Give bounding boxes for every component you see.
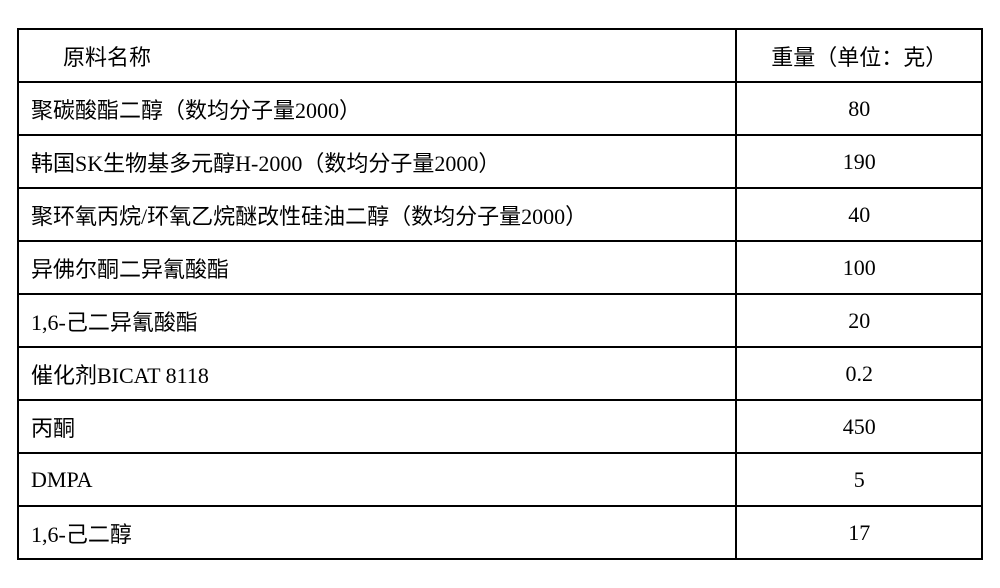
cell-weight: 0.2	[736, 347, 982, 400]
header-weight: 重量（单位：克）	[736, 29, 982, 82]
table-header-row: 原料名称 重量（单位：克）	[18, 29, 982, 82]
cell-weight: 40	[736, 188, 982, 241]
cell-name: 丙酮	[18, 400, 736, 453]
cell-name: 1,6-己二醇	[18, 506, 736, 559]
materials-table: 原料名称 重量（单位：克） 聚碳酸酯二醇（数均分子量2000） 80 韩国SK生…	[17, 28, 983, 560]
table-row: 催化剂BICAT 8118 0.2	[18, 347, 982, 400]
table-row: 聚环氧丙烷/环氧乙烷醚改性硅油二醇（数均分子量2000） 40	[18, 188, 982, 241]
cell-weight: 80	[736, 82, 982, 135]
table-body: 原料名称 重量（单位：克） 聚碳酸酯二醇（数均分子量2000） 80 韩国SK生…	[18, 29, 982, 559]
table-row: 1,6-己二异氰酸酯 20	[18, 294, 982, 347]
table-row: DMPA 5	[18, 453, 982, 506]
table-row: 韩国SK生物基多元醇H-2000（数均分子量2000） 190	[18, 135, 982, 188]
cell-weight: 100	[736, 241, 982, 294]
table-row: 异佛尔酮二异氰酸酯 100	[18, 241, 982, 294]
cell-weight: 450	[736, 400, 982, 453]
cell-name: 韩国SK生物基多元醇H-2000（数均分子量2000）	[18, 135, 736, 188]
cell-weight: 17	[736, 506, 982, 559]
cell-name: 异佛尔酮二异氰酸酯	[18, 241, 736, 294]
cell-weight: 20	[736, 294, 982, 347]
table-row: 聚碳酸酯二醇（数均分子量2000） 80	[18, 82, 982, 135]
cell-name: DMPA	[18, 453, 736, 506]
table-row: 1,6-己二醇 17	[18, 506, 982, 559]
cell-name: 聚碳酸酯二醇（数均分子量2000）	[18, 82, 736, 135]
cell-name: 聚环氧丙烷/环氧乙烷醚改性硅油二醇（数均分子量2000）	[18, 188, 736, 241]
cell-name: 1,6-己二异氰酸酯	[18, 294, 736, 347]
cell-weight: 190	[736, 135, 982, 188]
header-name: 原料名称	[18, 29, 736, 82]
cell-weight: 5	[736, 453, 982, 506]
table-row: 丙酮 450	[18, 400, 982, 453]
cell-name: 催化剂BICAT 8118	[18, 347, 736, 400]
